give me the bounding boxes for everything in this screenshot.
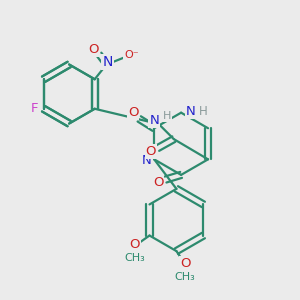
Text: N: N (142, 154, 151, 167)
Text: F: F (31, 102, 39, 115)
Text: O: O (128, 106, 138, 119)
Text: N: N (149, 114, 159, 127)
Text: O: O (180, 257, 190, 270)
Text: O: O (88, 43, 99, 56)
Text: CH₃: CH₃ (124, 253, 145, 263)
Text: O: O (153, 176, 163, 189)
Text: O: O (130, 238, 140, 251)
Text: H: H (163, 111, 171, 121)
Text: H: H (199, 105, 208, 118)
Text: N: N (186, 105, 196, 118)
Text: CH₃: CH₃ (175, 272, 196, 282)
Text: O: O (146, 146, 156, 158)
Text: N: N (103, 55, 113, 69)
Text: O⁻: O⁻ (124, 50, 139, 60)
